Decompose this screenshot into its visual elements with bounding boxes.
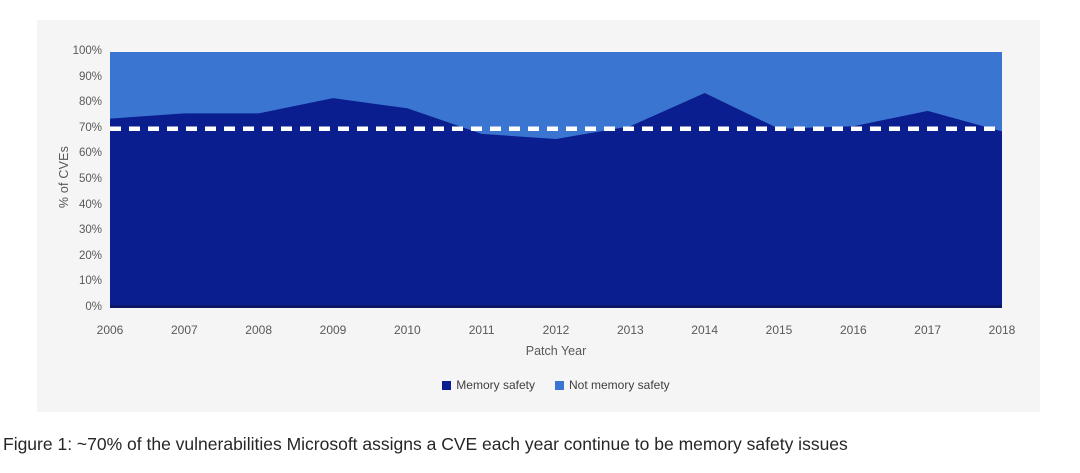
x-axis-title: Patch Year [525, 344, 587, 358]
x-tick-label: 2016 [839, 323, 867, 337]
chart-panel: % of CVEs 100% 90% 80% 70% 60% 50% 40% 30% 20% 10… [37, 20, 1040, 412]
chart-legend: Memory safety Not memory safety [110, 378, 1002, 392]
x-tick-label: 2018 [988, 323, 1016, 337]
y-tick-label: 60% [78, 147, 102, 160]
plot-area [110, 52, 1002, 308]
y-tick-label: 40% [78, 198, 102, 211]
y-tick-label: 10% [78, 275, 102, 288]
y-tick-label: 50% [78, 173, 102, 185]
legend-item: Not memory safety [554, 378, 670, 392]
y-tick-label: 20% [78, 249, 102, 262]
x-tick-label: 2014 [691, 323, 718, 337]
y-tick-label: 90% [78, 70, 102, 83]
y-tick-label: 80% [78, 96, 102, 109]
legend-swatch-icon [554, 380, 564, 390]
y-axis-tick-labels: 100% 90% 80% 70% 60% 50% 40% 30% 20% 10% 0% [37, 20, 102, 412]
x-tick-label: 2017 [914, 323, 941, 337]
x-tick-label: 2015 [765, 323, 793, 337]
y-tick-label: 30% [78, 224, 102, 237]
x-tick-label: 2008 [245, 323, 272, 337]
x-tick-label: 2007 [170, 323, 198, 337]
x-axis-tick-labels: 2006 2007 2008 2009 2010 2011 2012 2013 2014 2015… [37, 20, 1040, 412]
x-tick-label: 2011 [468, 323, 495, 337]
x-tick-label: 2006 [96, 323, 124, 337]
stacked-area-chart [110, 52, 1002, 308]
legend-label: Not memory safety [568, 378, 670, 392]
x-tick-label: 2010 [393, 323, 421, 337]
x-tick-label: 2009 [319, 323, 347, 337]
legend-label: Memory safety [456, 378, 535, 392]
legend-item: Memory safety [442, 378, 535, 392]
y-tick-label: 100% [72, 45, 102, 57]
figure-caption: Figure 1: ~70% of the vulnerabilities Mi… [3, 434, 848, 454]
x-tick-label: 2013 [616, 323, 644, 337]
y-tick-label: 70% [78, 121, 102, 134]
area-memory-safety [110, 93, 1002, 308]
legend-swatch-icon [442, 380, 452, 390]
y-tick-label: 0% [85, 301, 102, 313]
x-tick-label: 2012 [542, 323, 570, 337]
